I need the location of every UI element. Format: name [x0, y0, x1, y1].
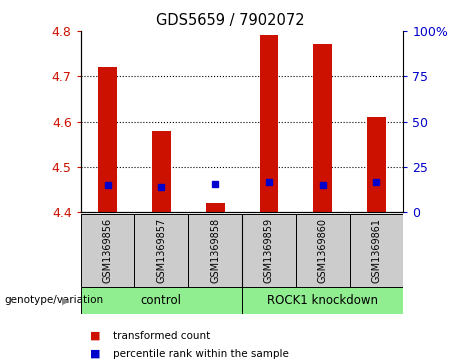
Text: GSM1369861: GSM1369861 — [372, 218, 382, 283]
Text: percentile rank within the sample: percentile rank within the sample — [113, 349, 289, 359]
Bar — [152, 131, 171, 212]
Text: GSM1369858: GSM1369858 — [210, 218, 220, 283]
Bar — [135, 214, 188, 287]
Text: ROCK1 knockdown: ROCK1 knockdown — [267, 294, 378, 307]
Bar — [296, 214, 349, 287]
Bar — [98, 67, 117, 212]
Bar — [313, 45, 332, 212]
Text: GSM1369859: GSM1369859 — [264, 218, 274, 283]
Bar — [242, 214, 296, 287]
Text: GSM1369860: GSM1369860 — [318, 218, 328, 283]
Bar — [349, 214, 403, 287]
Text: ▶: ▶ — [62, 295, 69, 305]
Bar — [260, 35, 278, 212]
Bar — [367, 117, 386, 212]
Text: genotype/variation: genotype/variation — [5, 295, 104, 305]
Bar — [242, 287, 403, 314]
Text: GSM1369857: GSM1369857 — [156, 218, 166, 283]
Bar — [188, 214, 242, 287]
Bar — [206, 203, 225, 212]
Text: ■: ■ — [90, 331, 100, 341]
Text: GSM1369856: GSM1369856 — [102, 218, 112, 283]
Text: control: control — [141, 294, 182, 307]
Bar — [81, 287, 242, 314]
Text: GDS5659 / 7902072: GDS5659 / 7902072 — [156, 13, 305, 28]
Text: ■: ■ — [90, 349, 100, 359]
Bar — [81, 214, 135, 287]
Text: transformed count: transformed count — [113, 331, 210, 341]
